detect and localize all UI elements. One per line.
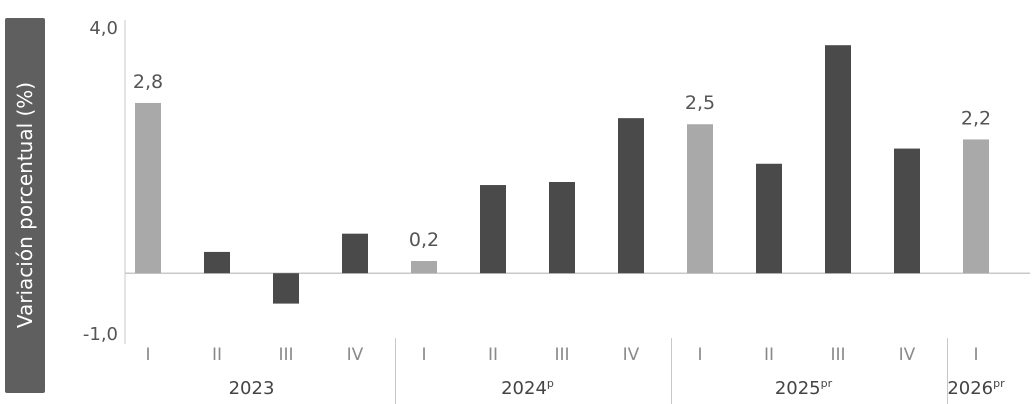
x-tick-label: I	[421, 345, 426, 365]
x-tick-label: II	[488, 345, 498, 365]
y-tick-label: -1,0	[83, 324, 118, 345]
bar	[618, 118, 644, 274]
y-tick-label: 4,0	[89, 18, 118, 39]
year-label: 2025pr	[775, 377, 833, 399]
x-tick-label: IV	[347, 345, 364, 365]
data-label: 2,2	[961, 107, 991, 129]
bar	[273, 273, 299, 304]
x-tick-label: II	[212, 345, 222, 365]
x-tick-label: III	[554, 345, 569, 365]
bar	[549, 182, 575, 274]
x-tick-label: III	[278, 345, 293, 365]
data-label: 2,8	[133, 71, 163, 93]
x-tick-label: IV	[623, 345, 640, 365]
bar	[963, 139, 989, 274]
data-label: 0,2	[409, 229, 439, 251]
bar	[411, 261, 437, 274]
bar	[480, 185, 506, 274]
x-tick-label: I	[697, 345, 702, 365]
bar	[756, 163, 782, 274]
year-label: 2023	[229, 378, 275, 399]
bar	[894, 148, 920, 274]
year-label: 2024p	[501, 377, 554, 399]
bar	[825, 45, 851, 274]
x-tick-label: II	[764, 345, 774, 365]
bar	[342, 233, 368, 274]
x-tick-label: IV	[899, 345, 916, 365]
x-tick-label: I	[145, 345, 150, 365]
bar	[687, 124, 713, 274]
bar	[135, 102, 161, 274]
data-label: 2,5	[685, 92, 715, 114]
y-axis-label-box	[5, 18, 45, 393]
x-tick-label: III	[830, 345, 845, 365]
x-tick-label: I	[973, 345, 978, 365]
year-label: 2026pr	[947, 377, 1005, 399]
bar	[204, 251, 230, 274]
